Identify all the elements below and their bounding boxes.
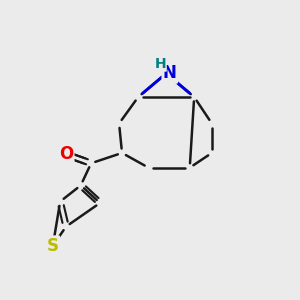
Text: O: O: [59, 146, 73, 164]
Text: H: H: [154, 57, 166, 71]
Text: S: S: [47, 237, 59, 255]
Text: N: N: [163, 64, 177, 82]
